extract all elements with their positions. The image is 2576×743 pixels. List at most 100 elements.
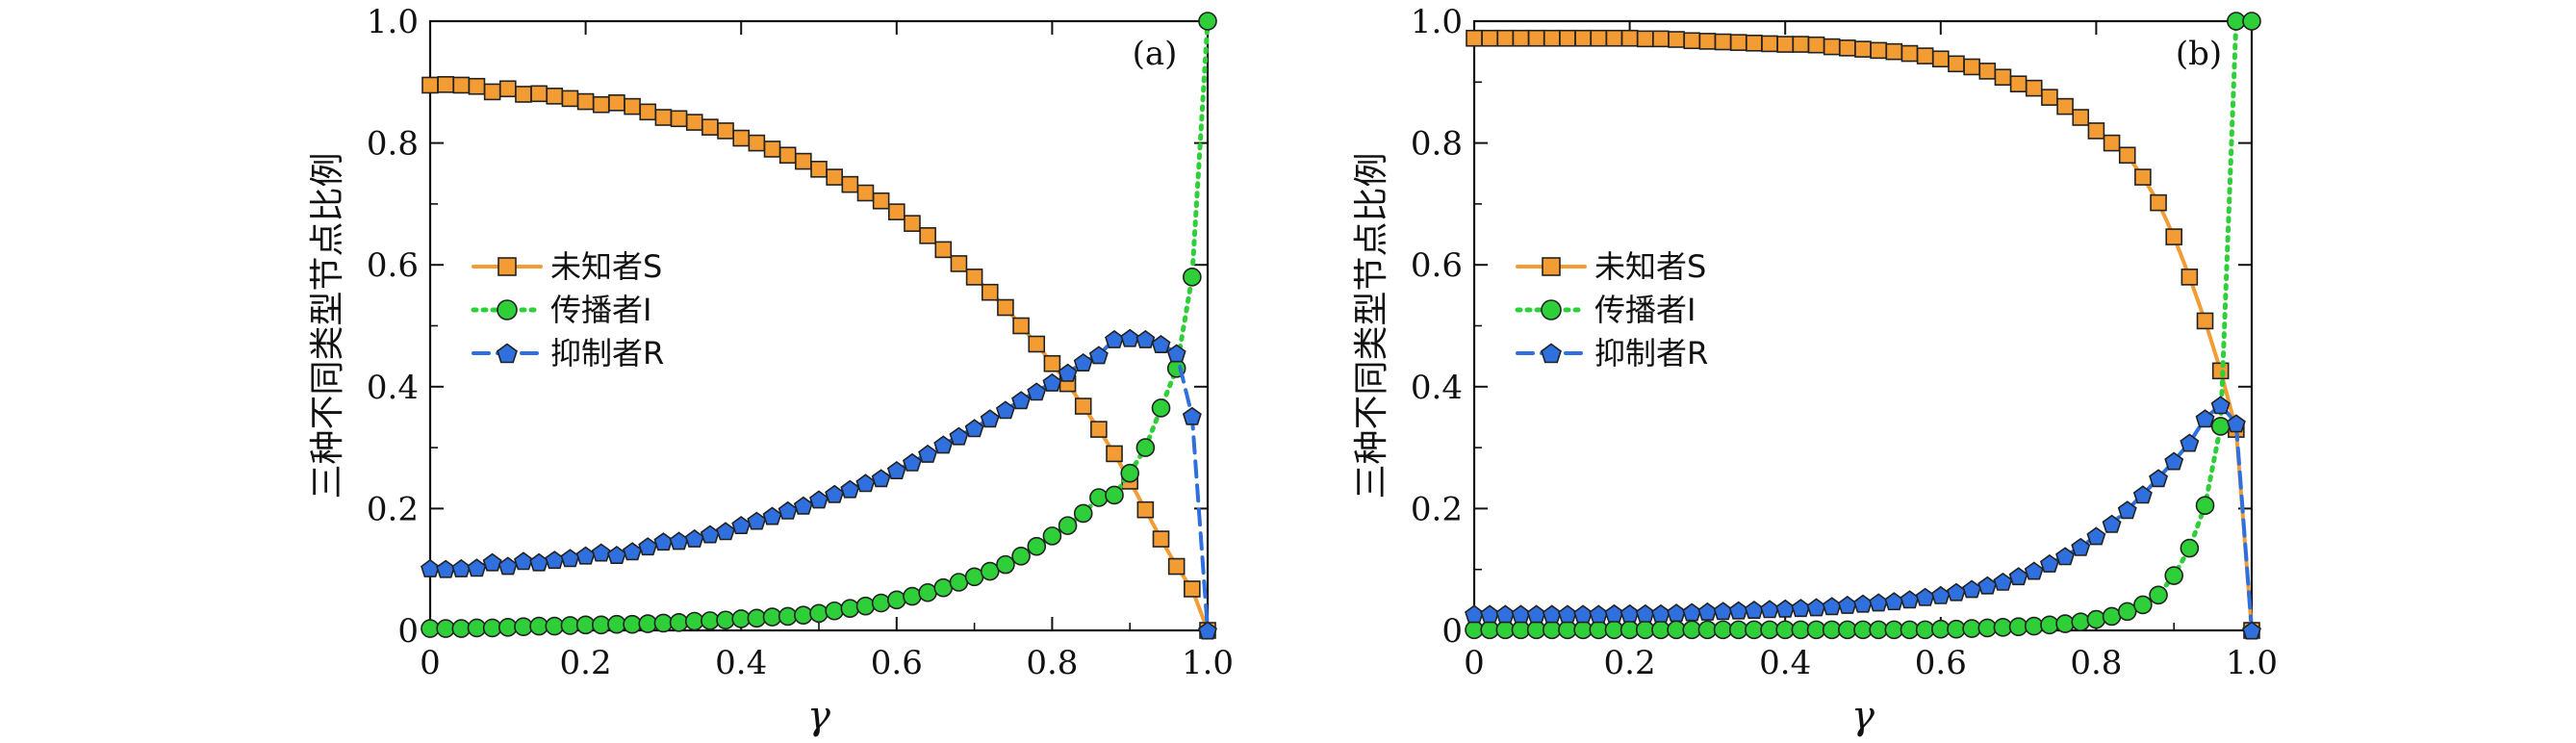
legend-label: 传播者I [1594, 292, 1696, 328]
legend-label: 未知者S [1594, 248, 1706, 285]
y-tick-label: 1.0 [1411, 3, 1463, 41]
chart-panel-0: 0 0.2 0.4 0.6 0.8 1.0 0 0.2 0.4 0.6 0.8 1.0 γ 三种不同类型节… [308, 3, 1234, 738]
data-point [1183, 268, 1202, 287]
data-point [1557, 604, 1577, 624]
x-tick-label: 0.8 [1026, 644, 1078, 682]
data-point [1698, 33, 1717, 50]
data-point [1775, 620, 1795, 640]
data-point [1806, 620, 1826, 640]
data-point [468, 77, 486, 95]
y-tick-label: 0.2 [367, 490, 419, 528]
data-point [669, 612, 689, 632]
data-point [1697, 620, 1718, 640]
data-point [1884, 620, 1904, 640]
data-point [1496, 29, 1515, 47]
data-point [2149, 469, 2169, 488]
x-axis-label: γ [1851, 694, 1875, 738]
data-point [1713, 620, 1733, 640]
data-point [1512, 29, 1530, 47]
series-line [428, 336, 1210, 632]
y-tick-label: 0.6 [367, 246, 419, 285]
data-point [871, 469, 891, 488]
data-point [1651, 620, 1671, 640]
data-point [886, 461, 906, 480]
data-point [684, 611, 704, 631]
data-point [1511, 604, 1531, 624]
x-tick-label: 0 [1464, 644, 1485, 682]
data-point [1574, 29, 1592, 47]
data-point [623, 614, 642, 634]
data-point [886, 590, 906, 610]
series-line [1472, 36, 2254, 632]
y-tick-label: 0.8 [367, 125, 419, 164]
data-point [1745, 620, 1764, 640]
data-point [1027, 382, 1047, 401]
data-point [624, 97, 641, 115]
data-point [1120, 328, 1140, 347]
series-0 [421, 76, 1216, 639]
data-point [1728, 601, 1748, 620]
y-tick-label: 0.4 [367, 369, 419, 407]
data-point [1465, 620, 1484, 640]
data-point [1885, 42, 1903, 61]
data-point [685, 114, 703, 131]
data-point [1823, 38, 1841, 56]
data-point [452, 76, 471, 94]
data-point [1714, 33, 1732, 51]
data-point [1977, 618, 1998, 638]
data-point [1668, 31, 1685, 48]
data-point [1775, 599, 1796, 618]
data-point [700, 525, 720, 544]
panel-label: (a) [1133, 35, 1178, 73]
data-point [1791, 599, 1811, 618]
data-point [1543, 29, 1561, 47]
legend-label: 抑制者R [550, 335, 664, 372]
data-point [825, 484, 845, 503]
data-point [514, 617, 533, 637]
data-point [1011, 391, 1032, 410]
data-point [1838, 620, 1857, 640]
data-point [809, 603, 829, 624]
data-point [1184, 580, 1201, 598]
data-point [1962, 619, 1981, 638]
data-point [1073, 353, 1093, 372]
data-point [1495, 620, 1516, 640]
data-point [1543, 620, 1562, 640]
data-point [1481, 29, 1498, 47]
data-point [1620, 29, 1639, 47]
data-point [1853, 594, 1873, 613]
data-point [1760, 620, 1779, 640]
data-point [1682, 602, 1702, 622]
data-point [1604, 620, 1624, 640]
data-point [1074, 397, 1092, 415]
data-point [2195, 496, 2215, 516]
data-point [483, 83, 501, 101]
series-1 [1465, 12, 2261, 640]
data-point [1011, 546, 1031, 566]
data-point [2086, 526, 2106, 546]
legend-label: 传播者I [550, 292, 651, 328]
data-point [1466, 29, 1483, 47]
data-point [1043, 354, 1061, 372]
data-point [887, 203, 905, 220]
chart-panel-1: 0 0.2 0.4 0.6 0.8 1.0 0 0.2 0.4 0.6 0.8 1.0 γ 三种不同类型节… [1352, 3, 2278, 738]
data-point [1042, 526, 1062, 546]
data-point [2103, 134, 2121, 152]
data-point [717, 122, 734, 140]
x-tick-label: 1.0 [2226, 644, 2278, 682]
data-point [1791, 620, 1811, 640]
data-point [1744, 601, 1764, 620]
data-point [2041, 89, 2058, 106]
data-point [1978, 63, 1997, 80]
data-point [1058, 363, 1078, 382]
data-point [2117, 500, 2137, 520]
y-tick-label: 0.6 [1411, 246, 1463, 285]
data-point [436, 619, 455, 638]
data-point [1589, 604, 1609, 624]
data-point [497, 556, 518, 576]
data-point [1729, 34, 1747, 51]
data-point [763, 141, 781, 158]
data-point [1088, 346, 1109, 365]
data-point [1090, 421, 1108, 438]
data-point [1807, 36, 1825, 54]
